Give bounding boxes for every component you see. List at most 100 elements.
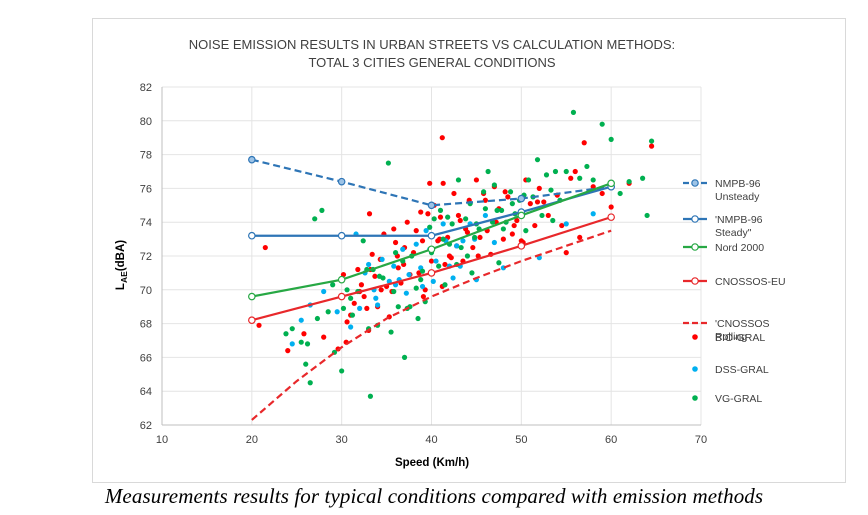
vg-gral-point (418, 277, 424, 283)
bio-gral-point (425, 211, 431, 217)
vg-gral-point (360, 238, 366, 244)
vg-gral-point (427, 224, 433, 230)
bio-gral-point (572, 168, 578, 175)
y-axis-title-main: L (115, 283, 127, 290)
vg-gral-point (307, 380, 313, 386)
dss-gral-point (357, 305, 363, 311)
vg-gral-point (491, 182, 497, 188)
dss-gral-point (298, 317, 304, 323)
nmpb-96-steady-marker (337, 231, 346, 240)
legend-label-cnossos-eu: CNOSSOS-EU (715, 276, 786, 288)
y-tick-label: 72 (140, 251, 152, 263)
y-tick-label: 74 (140, 217, 152, 229)
bio-gral-point (391, 226, 397, 232)
legend-label-vg-gral: VG-GRAL (715, 393, 762, 405)
vg-gral-point (509, 201, 515, 207)
bio-gral-point (502, 189, 508, 195)
dss-gral-point (460, 238, 466, 244)
bio-gral-point (262, 244, 268, 251)
y-axis-title-unit: (dBA) (115, 240, 127, 271)
y-tick-labels: 62 64 66 68 70 72 74 76 78 80 82 (140, 82, 152, 432)
bio-gral-point (590, 184, 596, 190)
vg-gral-point (507, 189, 514, 195)
vg-gral-point (563, 168, 569, 175)
bio-gral-point (418, 209, 424, 215)
vg-gral-point (415, 315, 421, 322)
vg-gral-point (550, 217, 556, 224)
cnossos-eu-marker (248, 316, 256, 325)
vg-gral-point (349, 312, 356, 318)
bio-gral-point (442, 261, 448, 268)
bio-gral-point (473, 177, 480, 183)
cnossos-eu-marker (607, 213, 615, 221)
vg-gral-point (339, 368, 345, 374)
bio-gral-point (541, 199, 547, 205)
vg-gral-point (617, 190, 623, 197)
vg-gral-point (590, 177, 596, 183)
bio-gral-point (470, 244, 476, 251)
chart-figure: NOISE EMISSION RESULTS IN URBAN STREETS … (92, 18, 846, 483)
y-tick-label: 68 (140, 319, 152, 331)
gridlines (162, 86, 702, 425)
legend-label-nord-2000: Nord 2000 (715, 242, 764, 254)
bio-gral-point (440, 180, 446, 186)
x-tick-label: 70 (695, 434, 707, 446)
legend-marker-nmpb-96-unsteady (691, 179, 699, 187)
y-tick-label: 62 (140, 420, 152, 432)
vg-gral-point (543, 172, 550, 178)
vg-gral-point (314, 315, 321, 322)
vg-gral-point (534, 157, 541, 163)
bio-gral-point (500, 236, 506, 242)
chart-title-line-2: TOTAL 3 CITIES GENERAL CONDITIONS (308, 55, 555, 70)
bio-gral-point (532, 222, 538, 229)
vg-gral-point (319, 207, 325, 213)
vg-gral-point (330, 282, 336, 288)
bio-gral-point (427, 180, 433, 186)
legend-marker-dss-gral (692, 366, 698, 372)
dss-gral-point (450, 275, 456, 281)
dss-gral-point (433, 258, 439, 264)
vg-gral-point (608, 136, 614, 142)
y-tick-label: 64 (140, 386, 152, 398)
bio-gral-point (321, 334, 327, 340)
vg-gral-point (640, 175, 646, 181)
vg-gral-point (367, 393, 374, 399)
legend-label-nmpb-96-unsteady: NMPB-96 (715, 178, 761, 190)
vg-gral-point (449, 221, 455, 227)
bio-gral-point (534, 199, 541, 205)
dss-gral-point (440, 221, 446, 227)
dss-gral-point (391, 263, 397, 269)
bio-gral-point (437, 214, 444, 220)
nord-2000-marker (607, 179, 615, 188)
bio-gral-point (351, 300, 357, 306)
dss-gral-point (491, 239, 497, 246)
vg-gral-point (455, 177, 462, 183)
dss-gral-point (406, 271, 412, 278)
vg-gral-point (496, 260, 502, 266)
cnossos-eu-marker (517, 242, 526, 250)
vg-gral-point (481, 189, 487, 195)
legend-marker-nord-2000 (691, 243, 699, 251)
vg-gral-point (391, 288, 397, 295)
vg-gral-point (498, 207, 505, 213)
cnossos-eu-marker (427, 269, 436, 277)
legend-label-nmpb-96-steady: 'NMPB-96 (715, 214, 763, 226)
vg-gral-point (413, 285, 419, 291)
vg-gral-point (445, 214, 451, 220)
dss-gral-point (400, 246, 406, 252)
vg-gral-point (348, 295, 354, 301)
legend-label-cnossos-rolling: Rolling (715, 331, 747, 343)
vg-gral-point (644, 212, 650, 219)
method-lines (248, 155, 615, 421)
y-tick-label: 76 (140, 183, 152, 195)
y-tick-label: 82 (140, 82, 152, 94)
vg-gral-point (442, 282, 448, 288)
legend-marker-cnossos-eu (691, 277, 699, 285)
vg-gral-point (500, 226, 506, 232)
nord-2000-marker (248, 292, 256, 301)
bio-gral-point (545, 212, 551, 219)
bio-gral-point (464, 229, 471, 235)
bio-gral-point (439, 135, 445, 141)
dss-gral-point (482, 212, 488, 219)
